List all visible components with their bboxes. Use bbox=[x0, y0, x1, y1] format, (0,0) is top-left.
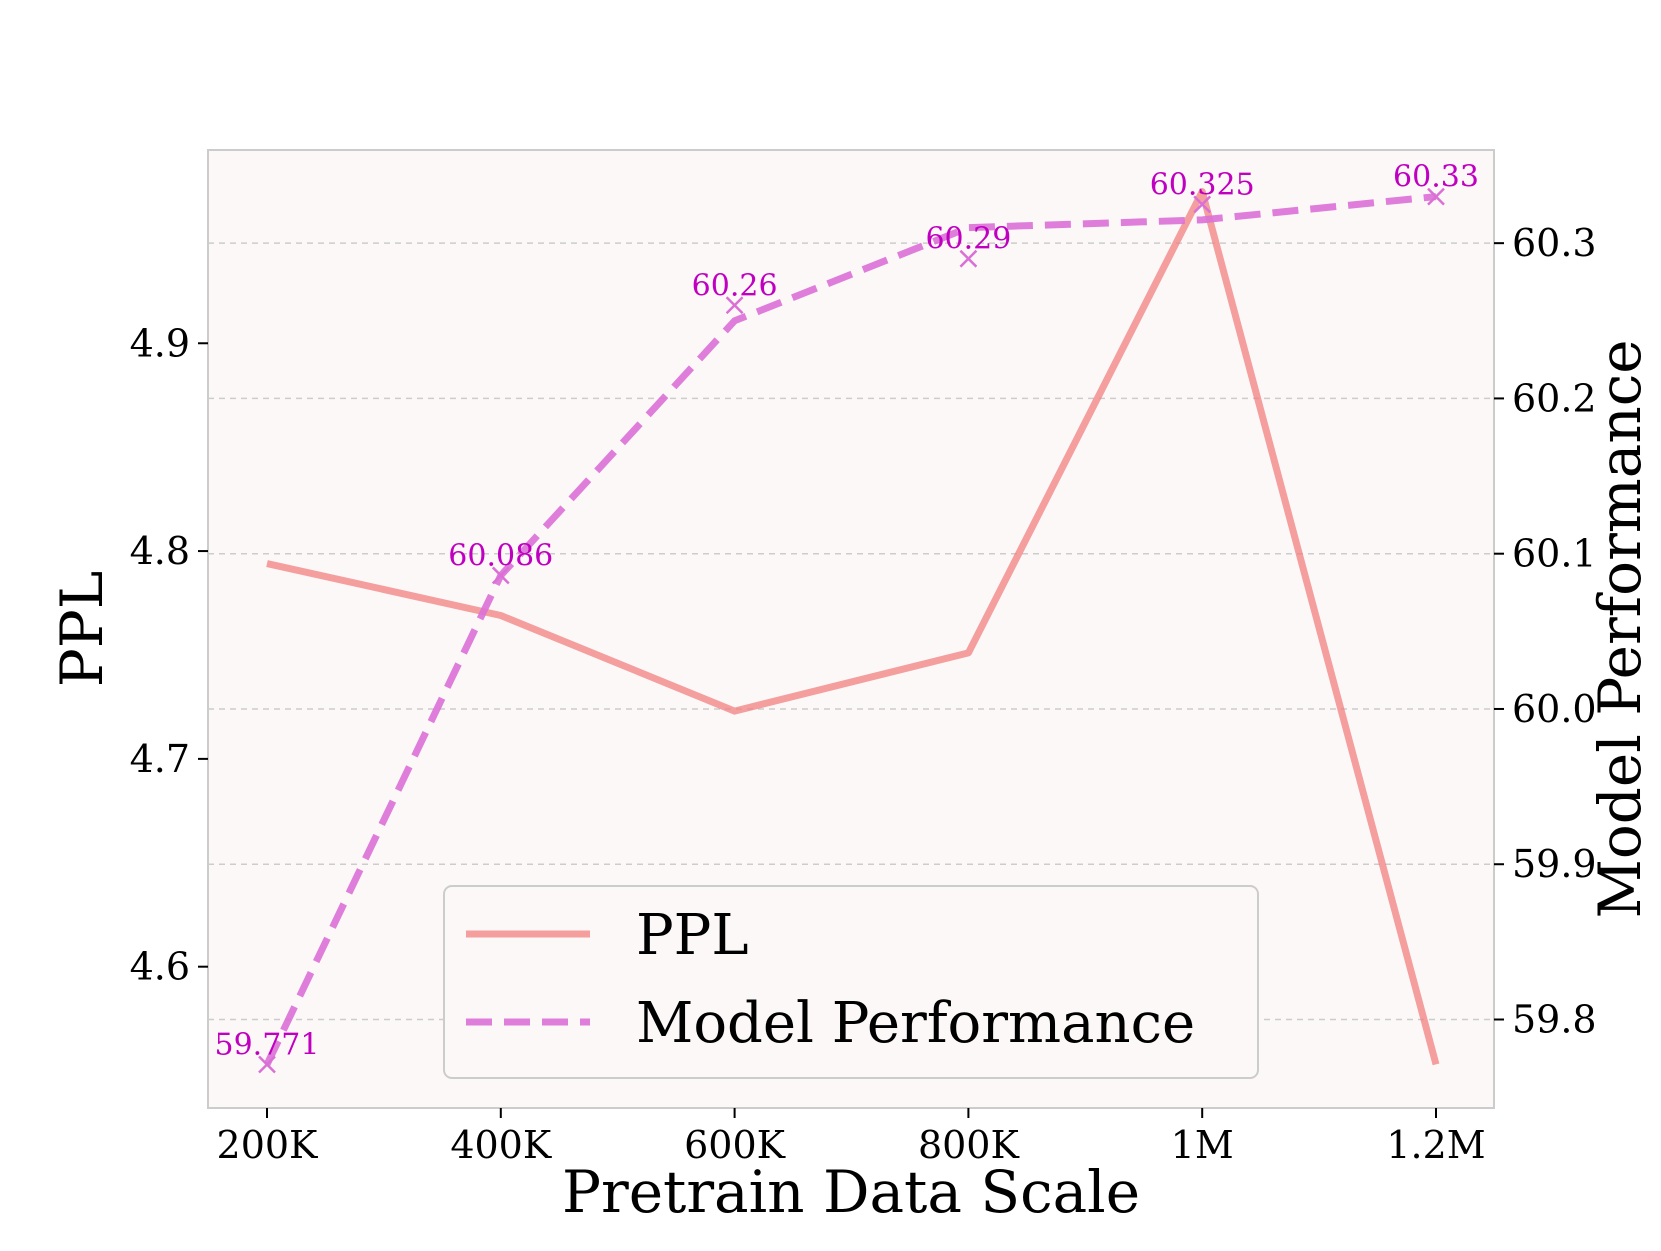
model-performance-marker bbox=[258, 1055, 276, 1074]
y-left-tick-label: 4.8 bbox=[130, 529, 190, 573]
legend: PPL Model Performance bbox=[443, 885, 1259, 1079]
model-performance-marker bbox=[725, 296, 744, 315]
y-left-tick-label: 4.9 bbox=[130, 321, 190, 365]
x-tick-label: 1M bbox=[1171, 1123, 1234, 1167]
series-layer bbox=[258, 187, 1445, 1074]
legend-label-ppl: PPL bbox=[636, 903, 749, 968]
legend-box bbox=[443, 885, 1259, 1079]
x-tick-label: 400K bbox=[450, 1123, 552, 1167]
y-right-tick-label: 59.9 bbox=[1512, 842, 1597, 886]
model-performance-marker bbox=[1193, 195, 1212, 214]
data-label: 60.086 bbox=[448, 538, 553, 573]
x-tick-label: 600K bbox=[684, 1123, 786, 1167]
annotations: 59.771 60.086 60.26 60.29 60.325 60.33 bbox=[215, 160, 1479, 1063]
grid bbox=[208, 242, 1494, 1021]
x-tick-label: 1.2M bbox=[1386, 1123, 1485, 1167]
axes: 200K 400K 600K 800K 1M 1.2M 4.6 4.7 4.8 4.9 59.8 59… bbox=[130, 221, 1597, 1167]
y-axis-right-title: Model Performance bbox=[1586, 339, 1654, 918]
model-performance-line bbox=[263, 193, 1437, 1067]
y-right-tick-label: 60.2 bbox=[1512, 376, 1597, 420]
data-label: 60.33 bbox=[1393, 160, 1479, 195]
ppl-line bbox=[266, 188, 1440, 1066]
y-left-tick-label: 4.6 bbox=[130, 945, 190, 989]
x-tick-label: 200K bbox=[217, 1123, 319, 1167]
y-right-tick-label: 60.0 bbox=[1512, 687, 1597, 731]
data-label: 59.771 bbox=[215, 1028, 320, 1063]
model-performance-marker bbox=[1427, 187, 1445, 206]
y-right-tick-label: 60.3 bbox=[1512, 221, 1597, 265]
model-performance-marker bbox=[491, 566, 510, 585]
y-right-tick-label: 59.8 bbox=[1512, 997, 1597, 1041]
data-label: 60.29 bbox=[925, 222, 1011, 257]
y-axis-left-title: PPL bbox=[48, 571, 116, 688]
model-performance-marker bbox=[959, 249, 978, 268]
plot-frame bbox=[207, 149, 1495, 1109]
data-label: 60.325 bbox=[1150, 167, 1255, 202]
legend-label-model-performance: Model Performance bbox=[636, 991, 1195, 1056]
y-right-tick-label: 60.1 bbox=[1512, 532, 1597, 576]
y-left-tick-label: 4.7 bbox=[130, 737, 190, 781]
x-axis-title: Pretrain Data Scale bbox=[562, 1158, 1140, 1226]
x-tick-label: 800K bbox=[918, 1123, 1020, 1167]
data-label: 60.26 bbox=[692, 268, 778, 303]
